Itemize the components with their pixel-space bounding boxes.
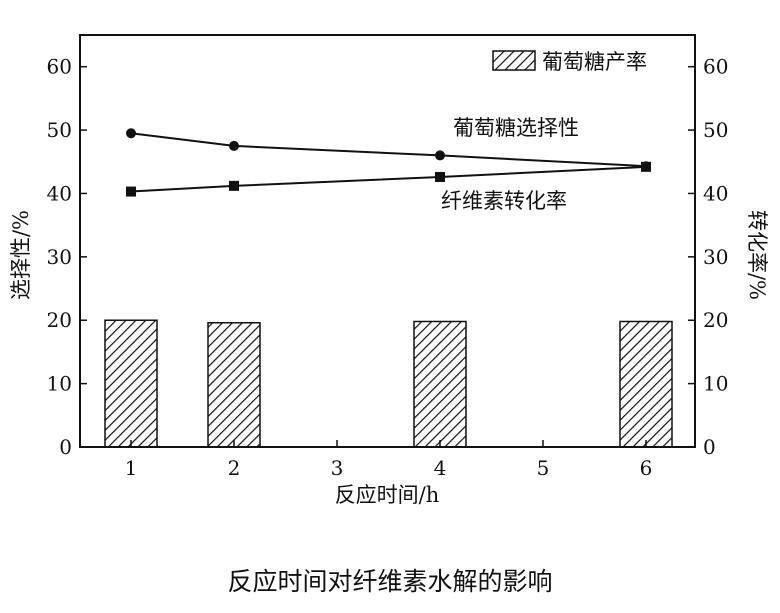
y-tick-label-right: 40 [703,181,728,205]
y-tick-label-right: 20 [703,308,728,332]
data-point [229,180,239,191]
series-line [130,132,647,168]
legend-label: 葡萄糖产率 [542,50,647,74]
y-tick-label-right: 30 [703,245,728,269]
y-tick-label-left: 60 [47,55,72,79]
bar [207,322,261,448]
data-point [435,150,445,161]
data-point [126,128,136,139]
y-tick-label-left: 20 [47,308,72,332]
y-axis-left-title: 选择性/% [9,210,33,300]
x-tick-label: 6 [640,456,653,480]
x-tick-label: 2 [228,456,241,480]
bar [619,320,673,448]
bar [104,319,158,448]
y-tick-label-right: 10 [703,372,728,396]
annotation-glucose-selectivity: 葡萄糖选择性 [453,116,579,140]
y-tick-label-left: 10 [47,372,72,396]
data-point [229,140,239,151]
y-tick-label-right: 0 [703,435,716,459]
y-tick-label-left: 50 [47,118,72,142]
series-line [130,165,647,193]
x-tick-label: 3 [331,456,344,480]
y-tick-label-right: 60 [703,55,728,79]
y-tick-label-left: 0 [59,435,72,459]
plot-frame [79,34,696,448]
y-tick-label-right: 50 [703,118,728,142]
x-axis-title: 反应时间/h [335,483,440,507]
x-tick-label: 5 [537,456,550,480]
bar [413,320,467,448]
x-tick-label: 4 [434,456,447,480]
chart: 0 0 10 10 20 20 30 30 40 40 50 50 60 60 1 2 3 4 5 6 葡萄糖产率 葡… [9,34,769,507]
legend-swatch [492,50,536,71]
line-series [126,128,651,197]
axis-ticks: 0 0 10 10 20 20 30 30 40 40 50 50 60 60 1 2 3 4 5 6 [47,55,729,480]
data-point [641,161,651,172]
x-tick-label: 1 [125,456,138,480]
y-tick-label-left: 40 [47,181,72,205]
figure-caption: 反应时间对纤维素水解的影响 [227,567,553,596]
bar-series [104,319,673,448]
y-tick-label-left: 30 [47,245,72,269]
annotation-cellulose-conversion: 纤维素转化率 [441,189,567,213]
y-axis-right-title: 转化率/% [745,210,769,300]
data-point [435,171,445,182]
legend: 葡萄糖产率 [492,50,647,74]
data-point [126,186,136,197]
